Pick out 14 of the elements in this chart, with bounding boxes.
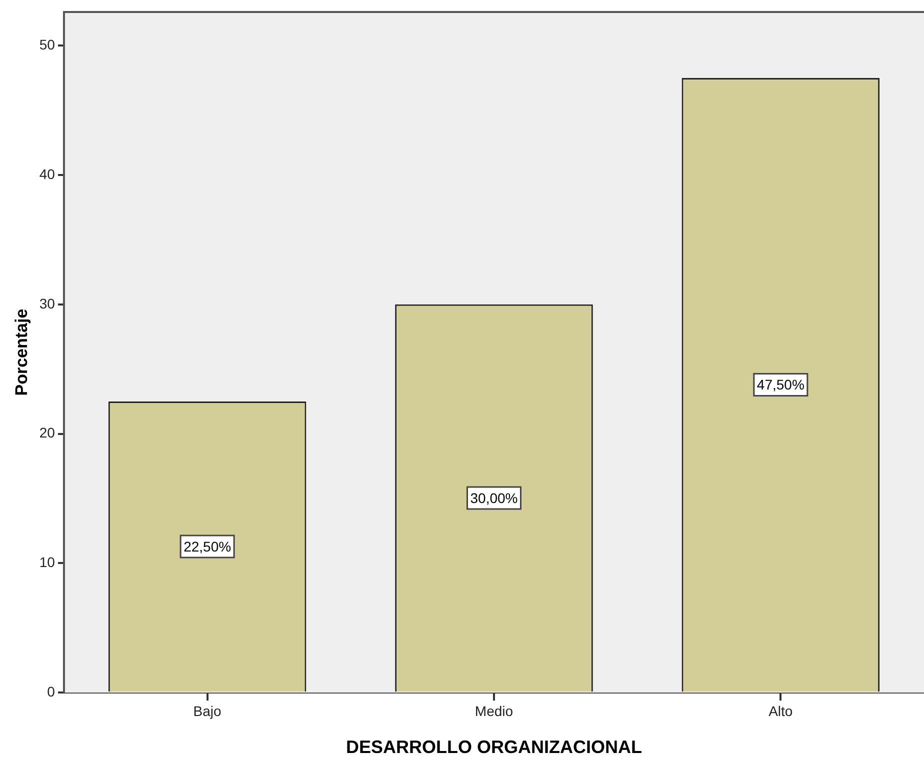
data-label: 30,00%: [470, 490, 518, 506]
y-tick-label: 30: [39, 295, 56, 312]
y-tick-label: 40: [39, 166, 56, 182]
y-tick-label: 0: [47, 683, 56, 700]
x-tick-label: Medio: [474, 702, 514, 719]
data-label: 22,50%: [184, 538, 232, 554]
x-tick-label: Bajo: [193, 702, 222, 719]
x-tick-label: Alto: [768, 702, 793, 719]
data-label: 47,50%: [756, 376, 804, 393]
y-tick-label: 10: [39, 554, 56, 570]
y-tick-label: 20: [39, 424, 56, 441]
y-axis-title: Porcentaje: [12, 308, 31, 396]
y-tick-label: 50: [39, 36, 56, 52]
x-axis-title: DESARROLLO ORGANIZACIONAL: [346, 737, 642, 758]
